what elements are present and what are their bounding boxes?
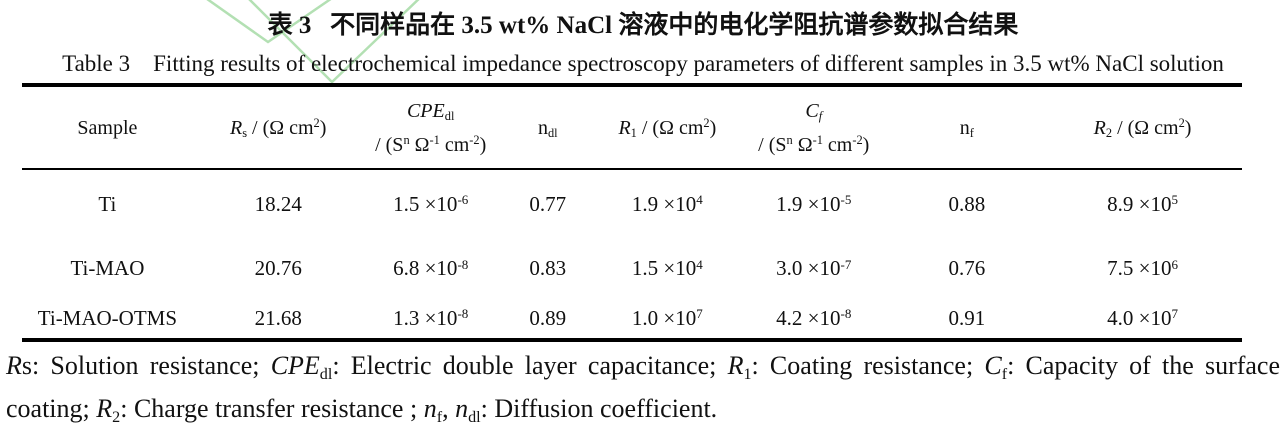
watermark-outer-v [248,0,420,84]
table-cell: 18.24 [254,191,302,216]
table-cell: 20.76 [254,256,302,281]
table-cell: 1.5 ×10-6 [393,191,469,216]
table-cell: Ti-MAO [70,256,145,281]
table-cell: 8.9 ×105 [1107,191,1178,216]
table-cell: 0.89 [529,305,567,330]
column-header: Sample [77,116,138,139]
table-cell: 1.3 ×10-8 [393,305,469,330]
column-header: R2 / (Ω cm2) [1093,116,1192,141]
header-row: Sample Rs / (Ω cm2) CPEdl / (Sn Ω-1 cm-2) nd… [22,87,1242,169]
column-header: Cf / (Sn Ω-1 cm-2) [758,99,870,156]
results-table: Sample Rs / (Ω cm2) CPEdl / (Sn Ω-1 cm-2) nd… [22,83,1242,342]
table-cell: 6.8 ×10-8 [393,256,469,281]
table-footnote: Rs: Solution resistance; CPEdl: Electric… [6,351,1281,425]
table-cell: 21.68 [254,305,302,330]
table-row: Ti 18.24 1.5 ×10-6 0.77 1.9 ×104 1.9 ×10-5 0.8… [22,169,1242,239]
table-caption-zh: 表 3 不同样品在 3.5 wt% NaCl 溶液中的电化学阻抗谱参数拟合结果 [267,12,1019,39]
table-cell: 4.2 ×10-8 [776,305,852,330]
table-cell: 1.5 ×104 [631,256,703,281]
table-cell: 0.88 [948,191,986,216]
watermark-inner-v [206,0,332,44]
table-cell: 0.77 [529,191,567,216]
column-header: CPEdl / (Sn Ω-1 cm-2) [375,99,487,156]
table-body: Ti 18.24 1.5 ×10-6 0.77 1.9 ×104 1.9 ×10-5 0.8… [22,169,1242,338]
column-header: ndl [537,116,558,141]
table-cell: 3.0 ×10-7 [776,256,852,281]
column-header: Rs / (Ω cm2) [229,116,327,141]
table-cell: Ti-MAO-OTMS [37,305,178,330]
column-header: R1 / (Ω cm2) [618,116,717,141]
table-header: Sample Rs / (Ω cm2) CPEdl / (Sn Ω-1 cm-2) nd… [22,87,1242,169]
table-cell: 0.76 [948,256,986,281]
table-row: Ti-MAO 20.76 6.8 ×10-8 0.83 1.5 ×104 3.0 ×10-… [22,239,1242,299]
table-cell: 1.0 ×107 [631,305,703,330]
table-cell: 7.5 ×106 [1107,256,1178,281]
table-cell: Ti [98,191,117,216]
table-cell: 0.83 [529,256,567,281]
column-header: nf [959,116,974,141]
table-row: Ti-MAO-OTMS 21.68 1.3 ×10-8 0.89 1.0 ×107 4.2… [22,299,1242,338]
checkmark-watermark [206,0,420,84]
table-cell: 0.91 [948,305,986,330]
table-caption-en: Table 3 Fitting results of electrochemic… [62,51,1224,76]
table-cell: 4.0 ×107 [1107,305,1178,330]
table-cell: 1.9 ×104 [631,191,703,216]
results-table-grid: Sample Rs / (Ω cm2) CPEdl / (Sn Ω-1 cm-2) nd… [22,87,1242,338]
table-cell: 1.9 ×10-5 [776,191,852,216]
